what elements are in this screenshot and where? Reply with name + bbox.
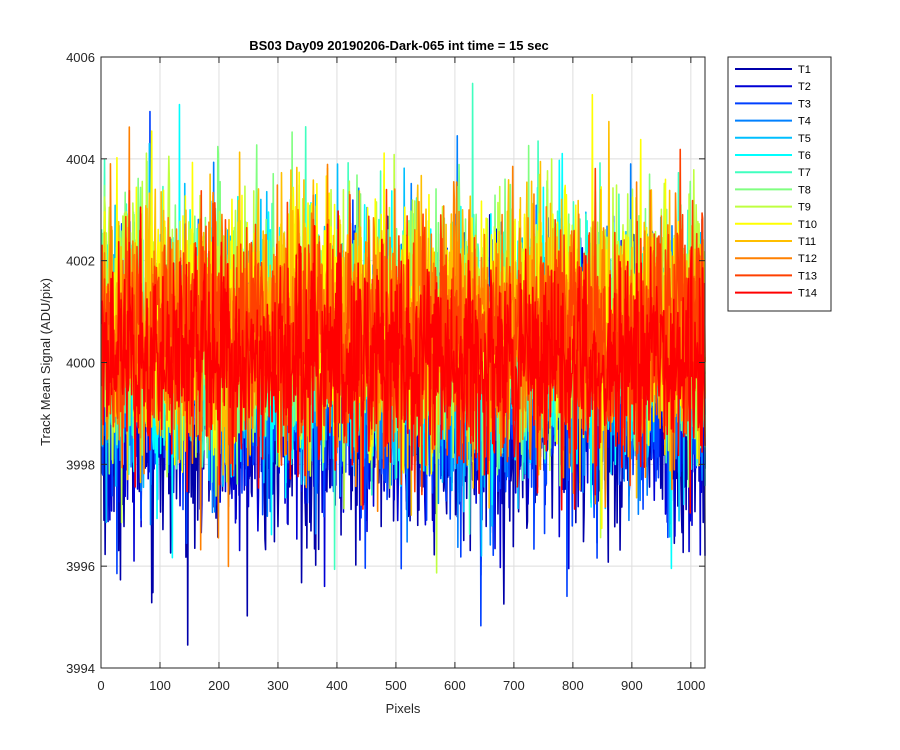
legend-label: T5 [798,133,811,145]
x-tick-labels: 0 100 200 300 400 500 600 700 800 900 1000 [97,678,705,693]
series-line-t14 [100,206,706,514]
x-tick-label: 400 [326,678,348,693]
legend-label: T8 [798,184,811,196]
x-axis-label: Pixels [386,701,421,716]
y-tick-label: 4002 [66,254,95,269]
x-tick-label: 1000 [676,678,705,693]
legend-label: T11 [798,236,816,248]
legend-label: T14 [798,288,817,300]
legend-label: T2 [798,81,811,93]
y-tick-label: 4004 [66,152,95,167]
y-axis-label: Track Mean Signal (ADU/pix) [38,278,53,446]
legend-entries: T1 T2 T3 T4 T5 T6 T7 T8 T9 T10 T11 T12 T13 T14 [735,64,817,300]
series-lines [100,82,706,646]
tick-marks [100,56,705,669]
x-tick-label: 300 [267,678,289,693]
legend-label: T7 [798,167,811,179]
chart-title: BS03 Day09 20190206-Dark-065 int time = … [249,38,549,53]
y-tick-label: 4000 [66,356,95,371]
x-tick-label: 200 [208,678,230,693]
x-tick-label: 700 [503,678,525,693]
x-tick-label: 900 [621,678,643,693]
legend-label: T9 [798,202,811,214]
x-tick-label: 800 [562,678,584,693]
y-tick-labels: 3994 3996 3998 4000 4002 4004 4006 [66,50,95,676]
y-tick-label: 3994 [66,661,95,676]
legend-label: T4 [798,116,811,128]
legend-label: T13 [798,270,817,282]
x-tick-label: 100 [149,678,171,693]
legend-label: T3 [798,98,811,110]
legend-label: T10 [798,219,817,231]
legend-label: T1 [798,64,811,76]
x-tick-label: 0 [97,678,104,693]
y-tick-label: 3998 [66,457,95,472]
legend-label: T12 [798,253,817,265]
x-tick-label: 500 [385,678,407,693]
x-tick-label: 600 [444,678,466,693]
y-tick-label: 4006 [66,50,95,65]
legend-box [727,56,832,312]
legend-label: T6 [798,150,811,162]
y-tick-label: 3996 [66,559,95,574]
legend: T1 T2 T3 T4 T5 T6 T7 T8 T9 T10 T11 T12 T13 T14 [727,56,832,312]
